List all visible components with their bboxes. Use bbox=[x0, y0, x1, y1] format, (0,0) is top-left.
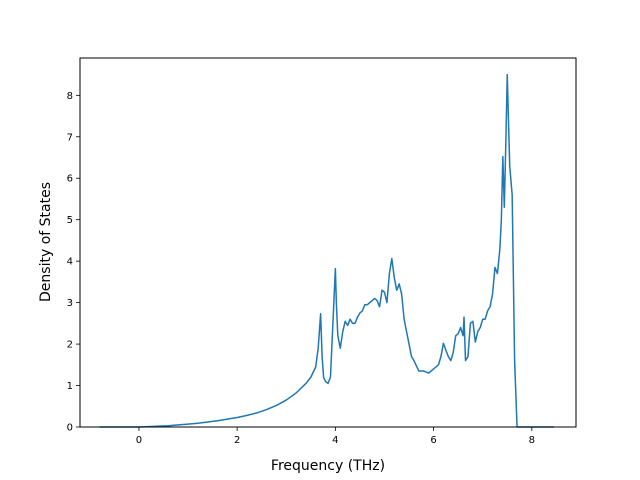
dos-series-line bbox=[99, 73, 554, 428]
y-tick-label: 2 bbox=[67, 340, 73, 351]
x-tick-label: 0 bbox=[136, 435, 142, 446]
y-tick-label: 7 bbox=[67, 132, 73, 143]
x-tick-label: 8 bbox=[529, 435, 535, 446]
y-tick-label: 4 bbox=[67, 257, 73, 268]
x-axis-label: Frequency (THz) bbox=[271, 458, 385, 474]
ticks-layer: 0 2 4 6 8 0 1 2 3 4 5 6 7 8 bbox=[67, 91, 535, 446]
y-axis-label: Density of States bbox=[38, 182, 54, 302]
x-tick-label: 6 bbox=[430, 435, 436, 446]
x-tick-label: 4 bbox=[332, 435, 338, 446]
axes-frame bbox=[79, 57, 577, 428]
y-tick-label: 8 bbox=[67, 91, 73, 102]
y-tick-label: 6 bbox=[67, 174, 73, 185]
y-tick-label: 0 bbox=[67, 423, 73, 434]
y-tick-label: 1 bbox=[67, 381, 73, 392]
y-tick-label: 3 bbox=[67, 298, 73, 309]
y-tick-label: 5 bbox=[67, 215, 73, 226]
x-tick-label: 2 bbox=[234, 435, 240, 446]
plot-layer bbox=[99, 73, 554, 428]
